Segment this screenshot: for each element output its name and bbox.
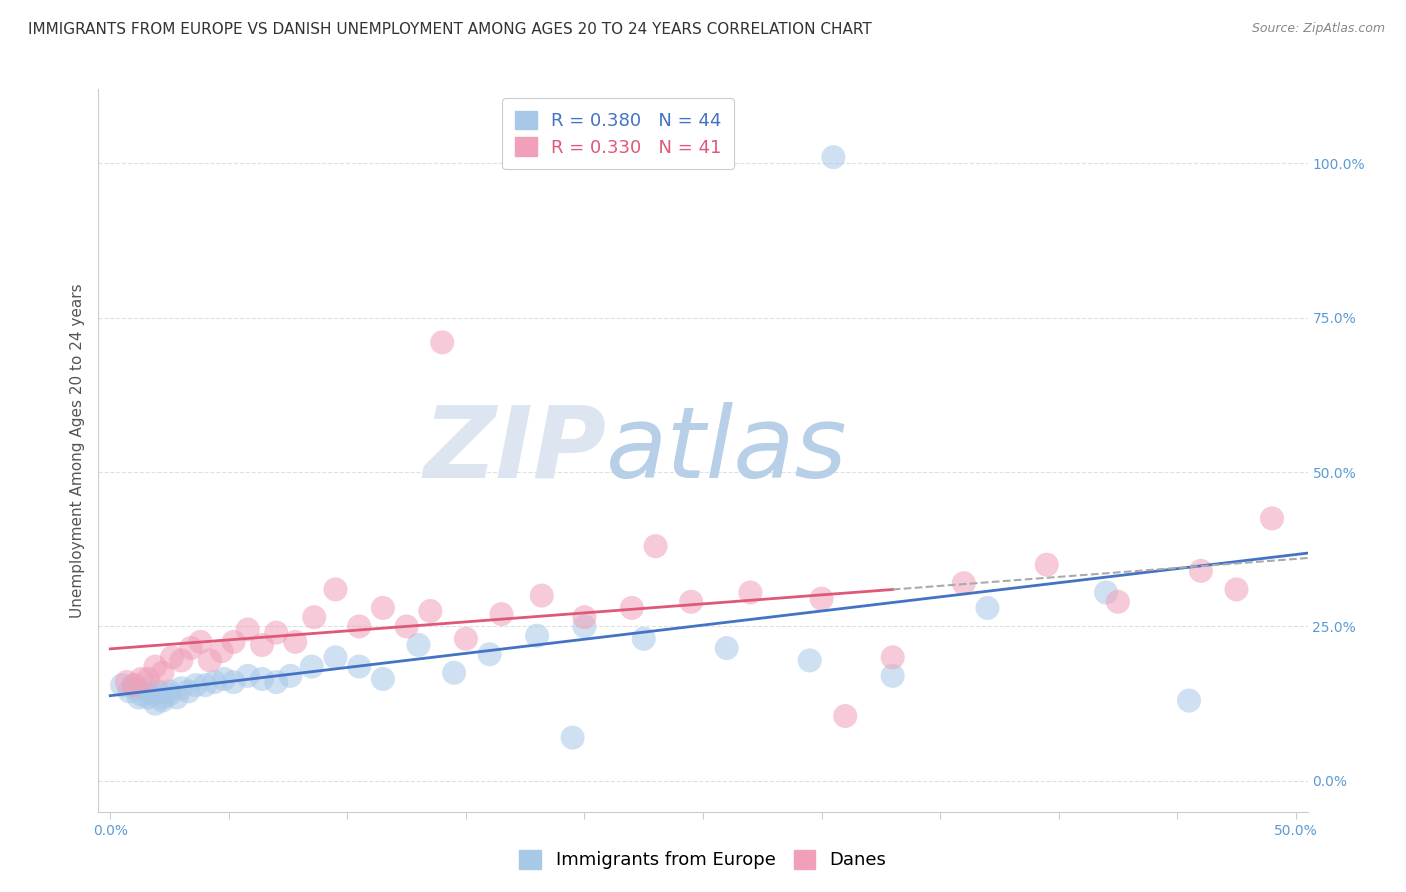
Point (135, 681, 157, 696)
Point (160, 650, 183, 665)
Point (159, 687, 181, 701)
Point (264, 675, 287, 690)
Point (129, 687, 152, 701)
Point (143, 659, 166, 673)
Point (325, 582, 347, 597)
Point (136, 690, 159, 705)
Point (212, 672, 235, 686)
Point (1178, 693, 1201, 707)
Point (236, 669, 259, 683)
Point (371, 601, 394, 615)
Point (190, 635, 212, 649)
Point (347, 619, 370, 633)
Point (633, 632, 655, 646)
Point (122, 678, 145, 692)
Point (122, 681, 145, 696)
Point (478, 647, 501, 661)
Text: atlas: atlas (606, 402, 848, 499)
Point (347, 659, 370, 673)
Point (142, 687, 165, 701)
Point (184, 678, 207, 692)
Point (976, 601, 998, 615)
Point (170, 681, 193, 696)
Point (882, 650, 904, 665)
Point (143, 697, 166, 711)
Point (166, 690, 188, 705)
Point (198, 653, 221, 667)
Point (834, 709, 856, 723)
Legend: R = 0.380   N = 44, R = 0.330   N = 41: R = 0.380 N = 44, R = 0.330 N = 41 (502, 98, 734, 169)
Point (152, 693, 174, 707)
Text: Source: ZipAtlas.com: Source: ZipAtlas.com (1251, 22, 1385, 36)
Point (111, 678, 134, 692)
Point (222, 675, 245, 690)
Point (530, 589, 553, 603)
Point (159, 684, 181, 698)
Point (740, 585, 762, 599)
Point (1225, 582, 1247, 597)
Point (574, 610, 596, 624)
Point (574, 619, 596, 633)
Point (128, 690, 150, 705)
Point (716, 641, 738, 656)
Point (284, 635, 307, 649)
Point (620, 601, 643, 615)
Point (280, 669, 302, 683)
Point (152, 690, 174, 705)
Point (118, 684, 141, 698)
Legend: Immigrants from Europe, Danes: Immigrants from Europe, Danes (510, 841, 896, 879)
Point (823, 150, 845, 164)
Point (526, 629, 548, 643)
Text: ZIP: ZIP (423, 402, 606, 499)
Point (1261, 511, 1284, 525)
Point (152, 665, 174, 680)
Point (491, 607, 513, 621)
Point (1095, 585, 1118, 599)
Point (211, 644, 233, 658)
Point (250, 672, 273, 686)
Point (952, 576, 974, 591)
Point (882, 669, 904, 683)
Text: IMMIGRANTS FROM EUROPE VS DANISH UNEMPLOYMENT AMONG AGES 20 TO 24 YEARS CORRELAT: IMMIGRANTS FROM EUROPE VS DANISH UNEMPLO… (28, 22, 872, 37)
Point (443, 665, 465, 680)
Point (170, 653, 193, 667)
Point (222, 635, 245, 649)
Point (146, 684, 169, 698)
Point (301, 659, 323, 673)
Point (194, 678, 217, 692)
Point (644, 539, 666, 553)
Point (177, 684, 200, 698)
Point (1189, 564, 1212, 578)
Point (799, 653, 821, 667)
Point (115, 675, 138, 690)
Point (432, 335, 454, 350)
Point (136, 672, 159, 686)
Point (129, 672, 152, 686)
Point (325, 650, 347, 665)
Point (454, 632, 477, 646)
Point (561, 731, 583, 745)
Y-axis label: Unemployment Among Ages 20 to 24 years: Unemployment Among Ages 20 to 24 years (69, 283, 84, 618)
Point (204, 675, 226, 690)
Point (180, 641, 202, 656)
Point (250, 638, 273, 652)
Point (302, 610, 325, 624)
Point (264, 625, 287, 640)
Point (122, 678, 145, 692)
Point (371, 672, 394, 686)
Point (810, 591, 832, 606)
Point (1107, 595, 1129, 609)
Point (236, 623, 259, 637)
Point (1036, 558, 1059, 572)
Point (681, 595, 703, 609)
Point (395, 619, 418, 633)
Point (408, 638, 430, 652)
Point (419, 604, 441, 618)
